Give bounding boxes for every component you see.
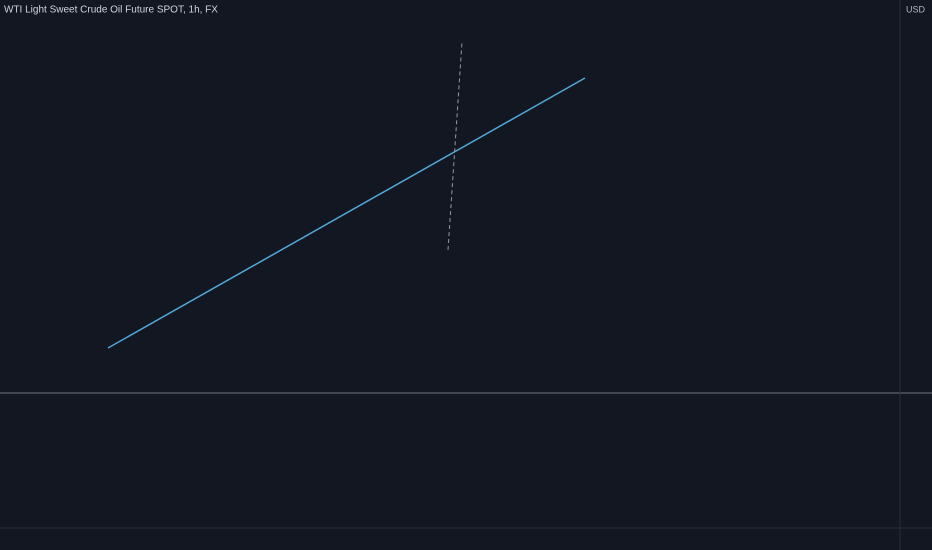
currency: USD [906, 4, 926, 14]
chart-title: WTI Light Sweet Crude Oil Future SPOT, 1… [4, 5, 218, 16]
trend-line [107, 77, 586, 349]
